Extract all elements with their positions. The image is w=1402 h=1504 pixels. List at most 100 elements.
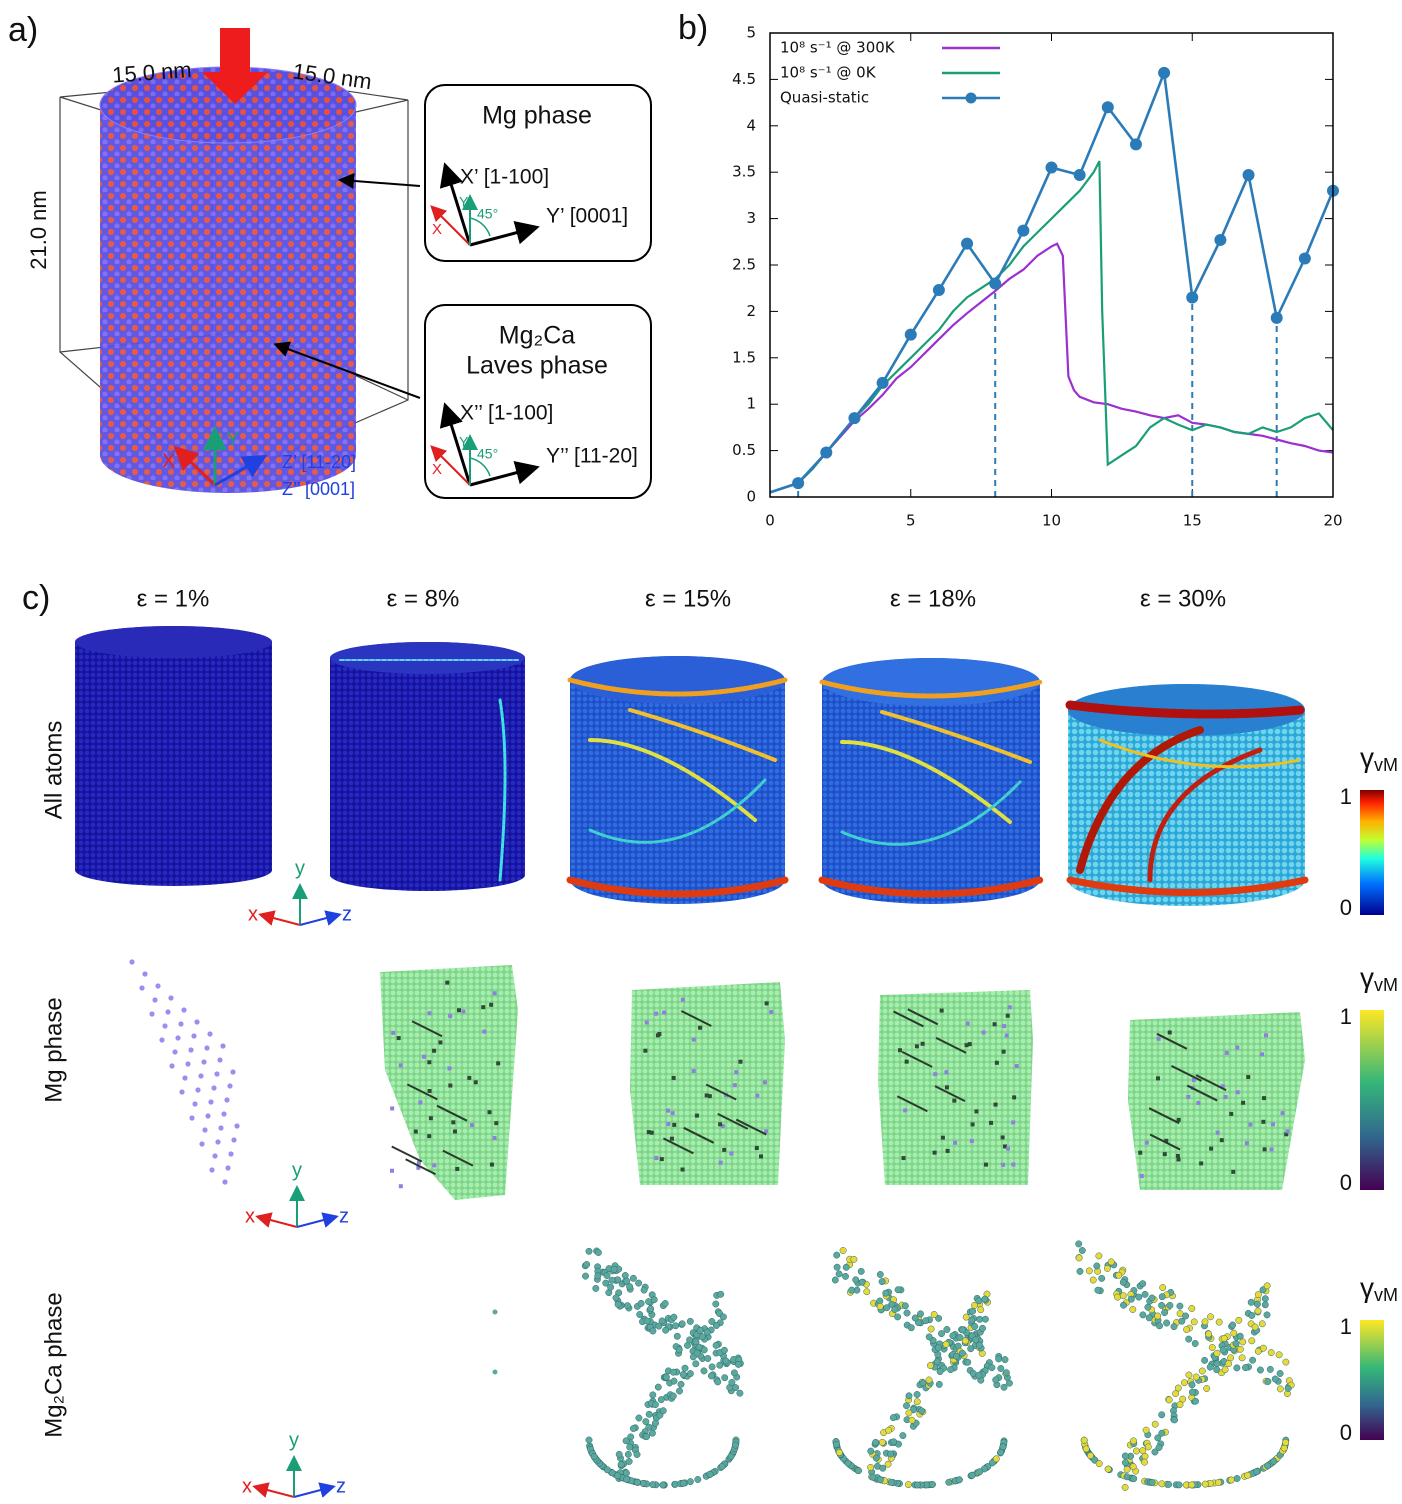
colorbar-symbol: γ <box>1360 742 1374 773</box>
atom <box>1107 1258 1115 1266</box>
atom <box>1091 1456 1099 1464</box>
defect-atom <box>496 1061 501 1066</box>
defect-atom <box>1186 1094 1191 1099</box>
defect-line <box>735 1118 767 1136</box>
defect-atom <box>396 1036 401 1041</box>
atom <box>1158 1301 1166 1309</box>
atom <box>602 1279 610 1287</box>
defect-atom <box>654 1155 659 1160</box>
defect-atom <box>983 1162 988 1167</box>
atom <box>1154 1434 1162 1442</box>
atom <box>1120 1301 1127 1309</box>
legend-label: Quasi-static <box>780 89 869 107</box>
atom <box>1121 1452 1129 1460</box>
atom <box>1151 1420 1159 1428</box>
atom <box>198 1073 204 1079</box>
atom <box>904 1481 912 1489</box>
panel-label: a) <box>8 11 38 49</box>
atom <box>1142 1426 1150 1434</box>
atom <box>649 1327 657 1335</box>
defect-atom <box>1260 1052 1265 1057</box>
atom <box>1284 1384 1292 1392</box>
defect-atom <box>729 1151 734 1156</box>
atom <box>1154 1312 1162 1320</box>
defect-atom <box>704 1093 709 1098</box>
atom <box>1103 1264 1111 1272</box>
atom <box>1221 1366 1229 1374</box>
atom <box>1267 1349 1275 1357</box>
defect-atom <box>1001 1049 1006 1054</box>
atom <box>622 1469 630 1477</box>
atom <box>976 1315 984 1323</box>
atom <box>1141 1452 1149 1460</box>
atom <box>1155 1444 1163 1451</box>
atom <box>592 1284 600 1292</box>
atom <box>675 1346 683 1354</box>
atom <box>1135 1293 1143 1301</box>
defect-atom <box>1215 1130 1220 1135</box>
atom <box>1089 1276 1097 1284</box>
defect-atom <box>670 1111 675 1116</box>
atom <box>977 1306 985 1314</box>
atom <box>615 1450 623 1458</box>
atom <box>185 1061 191 1067</box>
atom <box>614 1300 622 1308</box>
defect-atom <box>970 1122 975 1127</box>
atom <box>1261 1301 1269 1309</box>
defect-atom <box>903 1108 908 1113</box>
atom <box>608 1276 616 1284</box>
atom <box>669 1368 677 1376</box>
defect-atom <box>649 1130 654 1135</box>
atom <box>208 1099 214 1105</box>
atom <box>1280 1444 1288 1452</box>
atom <box>640 1286 648 1294</box>
defect-atom <box>481 1005 486 1010</box>
defect-atom <box>456 1008 461 1013</box>
defect-atom <box>666 1122 671 1127</box>
atom <box>1093 1262 1101 1270</box>
callout-subtitle: Laves phase <box>466 352 608 380</box>
defect-atom <box>1006 1146 1011 1151</box>
data-point <box>904 328 917 341</box>
atom <box>942 1340 950 1348</box>
atom <box>935 1344 942 1352</box>
atom <box>1242 1364 1249 1372</box>
defect-atom <box>720 1124 725 1129</box>
defect-atom <box>764 1129 769 1134</box>
defect-atom <box>467 1075 472 1080</box>
atom <box>1104 1465 1112 1473</box>
atom <box>712 1341 720 1349</box>
angle-arc <box>469 217 491 237</box>
atom <box>1002 1369 1010 1377</box>
pointer-arrow <box>338 172 421 189</box>
atom <box>1188 1305 1196 1312</box>
atom <box>162 1023 168 1029</box>
defect-atom <box>1000 1135 1005 1140</box>
atom <box>1159 1284 1167 1292</box>
atom <box>686 1370 694 1378</box>
atom <box>1239 1338 1247 1346</box>
defect-atom <box>447 1066 452 1071</box>
atom <box>129 959 135 965</box>
atom <box>913 1391 921 1398</box>
atom <box>1130 1437 1137 1445</box>
atom <box>1175 1481 1183 1489</box>
atom <box>651 1401 659 1409</box>
defect-atom <box>1231 1169 1236 1174</box>
atom <box>1001 1356 1009 1364</box>
defect-atom <box>1219 1138 1224 1143</box>
atom <box>594 1249 602 1256</box>
atom <box>975 1371 983 1379</box>
atom <box>1203 1385 1211 1392</box>
atom <box>1163 1319 1171 1327</box>
atom <box>958 1349 966 1357</box>
x-tick-label: 10 <box>1042 512 1061 530</box>
atom <box>876 1302 884 1310</box>
atom <box>721 1374 729 1382</box>
shear-band <box>1147 747 1263 883</box>
axis-arrow <box>439 162 472 246</box>
defect-atom <box>461 1009 466 1014</box>
atom <box>1271 1375 1279 1383</box>
callout-title: Mg phase <box>482 102 592 130</box>
defect-line <box>717 1112 749 1130</box>
